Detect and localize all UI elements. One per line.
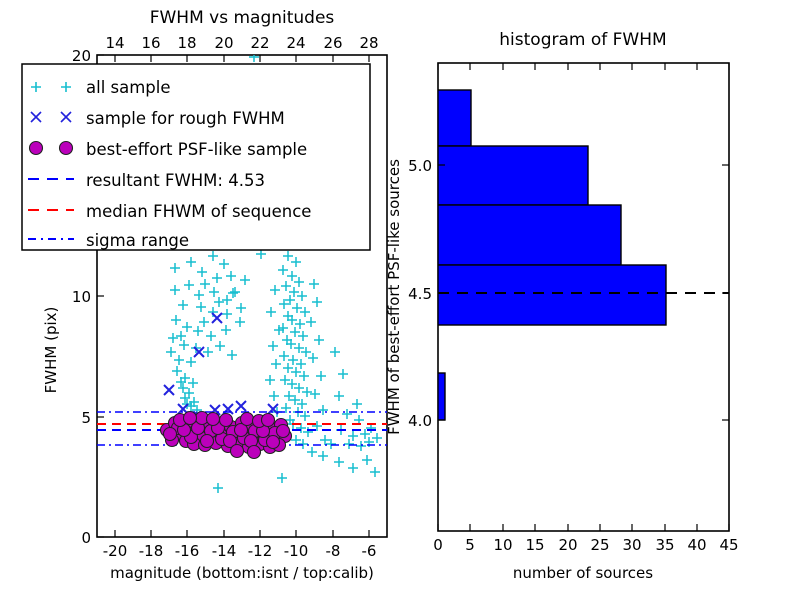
y-tick-0: 0 — [81, 529, 91, 547]
right-y-axis-title: FWHM of best-effort PSF-like sources — [385, 159, 403, 435]
top-tick-4: 22 — [250, 34, 269, 52]
right-panel-title: histogram of FWHM — [499, 30, 666, 50]
circle-icon — [28, 140, 74, 156]
legend-entry-resultant-fwhm[interactable]: resultant FWHM: 4.53 — [28, 171, 265, 190]
top-tick-2: 18 — [177, 34, 196, 52]
left-x-axis-title: magnitude (bottom:isnt / top:calib) — [110, 564, 374, 582]
hist-x-tick-0: 0 — [433, 536, 443, 554]
legend-label-1: sample for rough FWHM — [86, 109, 285, 128]
left-scatter-data — [97, 55, 387, 493]
bottom-tick-3: -14 — [212, 542, 237, 560]
y-tick-10: 10 — [72, 288, 91, 306]
left-bottom-axis-labels: -20 -18 -16 -14 -12 -10 -8 -6 — [103, 542, 377, 560]
bottom-tick-2: -16 — [175, 542, 200, 560]
legend-entry-all-sample[interactable]: all sample — [31, 78, 171, 97]
right-x-axis-labels: 0 5 10 15 20 25 30 35 40 45 — [433, 536, 738, 554]
bottom-tick-0: -20 — [103, 542, 128, 560]
hist-x-tick-6: 30 — [622, 536, 641, 554]
right-y-axis-ticks — [438, 164, 729, 421]
legend-entry-psf-like[interactable]: best-effort PSF-like sample — [28, 140, 308, 159]
left-top-axis-labels: 14 16 18 20 22 24 26 28 — [105, 34, 378, 52]
legend-label-2: best-effort PSF-like sample — [86, 140, 307, 159]
hist-bar-3 — [438, 204, 622, 266]
right-panel: histogram of FWHM — [385, 30, 739, 582]
hist-bar-5 — [438, 89, 472, 147]
left-panel: FWHM vs magnitudes 14 16 18 20 22 24 26 … — [42, 8, 388, 582]
bottom-tick-6: -8 — [326, 542, 341, 560]
plus-icon — [31, 82, 71, 92]
left-y-axis-labels: 0 5 10 20 — [72, 47, 91, 547]
hist-x-tick-7: 35 — [655, 536, 674, 554]
histogram-bars — [438, 89, 667, 421]
left-y-axis-title: FWHM (pix) — [42, 307, 60, 394]
legend-entry-median-fwhm[interactable]: median FHWM of sequence — [28, 202, 311, 221]
top-tick-0: 14 — [105, 34, 124, 52]
left-top-axis-ticks — [114, 55, 370, 62]
hist-x-tick-3: 15 — [525, 536, 544, 554]
hist-x-tick-4: 20 — [558, 536, 577, 554]
top-tick-6: 26 — [323, 34, 342, 52]
top-tick-7: 28 — [359, 34, 378, 52]
legend-label-4: median FHWM of sequence — [86, 202, 311, 221]
hist-x-tick-2: 10 — [493, 536, 512, 554]
legend-label-3: resultant FWHM: 4.53 — [86, 171, 265, 190]
y-tick-5: 5 — [81, 409, 91, 427]
right-x-axis-title: number of sources — [513, 564, 653, 582]
bottom-tick-4: -12 — [248, 542, 273, 560]
hist-y-tick-45: 4.5 — [408, 285, 432, 303]
psf-like-points — [159, 410, 293, 460]
left-y-axis-ticks — [97, 54, 104, 538]
bottom-tick-7: -6 — [362, 542, 377, 560]
legend-box — [21, 63, 371, 251]
hist-x-tick-5: 25 — [590, 536, 609, 554]
top-tick-3: 20 — [214, 34, 233, 52]
legend-entry-rough-fwhm[interactable]: sample for rough FWHM — [30, 109, 285, 128]
right-x-axis-ticks — [437, 63, 730, 531]
legend: all sample sample for rough FWHM best-ef… — [21, 63, 371, 251]
hist-bar-2 — [438, 264, 667, 326]
hist-x-tick-1: 5 — [465, 536, 475, 554]
bottom-tick-5: -10 — [284, 542, 309, 560]
left-bottom-axis-ticks — [114, 530, 370, 537]
bottom-tick-1: -18 — [139, 542, 164, 560]
hist-x-tick-8: 40 — [687, 536, 706, 554]
top-tick-1: 16 — [141, 34, 160, 52]
y-tick-20: 20 — [72, 47, 91, 65]
hist-y-tick-40: 4.0 — [408, 412, 432, 430]
hist-bar-4 — [438, 145, 589, 206]
right-y-axis-labels: 4.0 4.5 5.0 — [408, 157, 432, 430]
hist-bar-0 — [438, 372, 446, 421]
hist-x-tick-9: 45 — [719, 536, 738, 554]
left-panel-title: FWHM vs magnitudes — [150, 8, 335, 28]
hist-y-tick-50: 5.0 — [408, 157, 432, 175]
top-tick-5: 24 — [286, 34, 305, 52]
legend-label-0: all sample — [86, 78, 171, 97]
cross-icon — [30, 111, 72, 123]
legend-label-5: sigma range — [86, 231, 189, 250]
legend-entry-sigma-range[interactable]: sigma range — [28, 231, 189, 250]
